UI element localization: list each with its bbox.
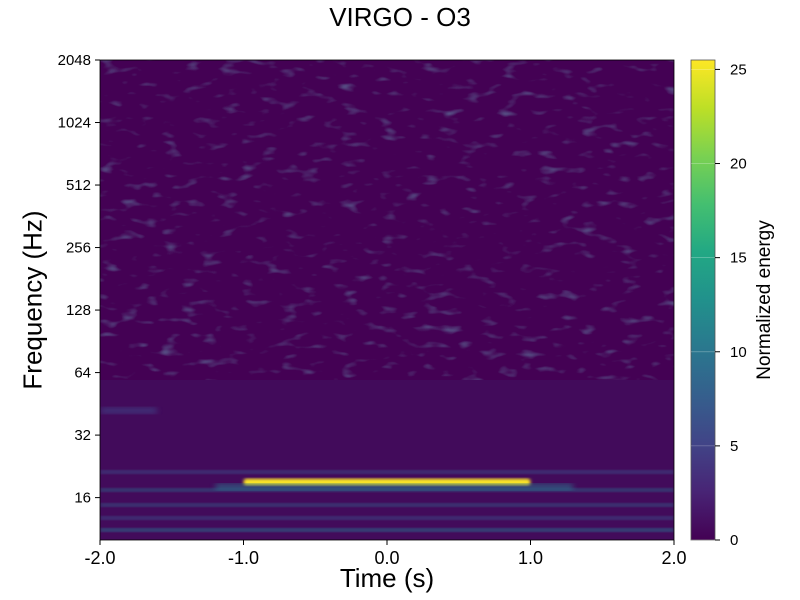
texture-band bbox=[100, 488, 674, 492]
x-tick-label: 1.0 bbox=[518, 548, 543, 568]
x-tick-label: 0.0 bbox=[374, 548, 399, 568]
texture-band bbox=[100, 503, 674, 507]
colorbar-tick-label: 0 bbox=[730, 532, 738, 549]
colorbar-gradient bbox=[690, 59, 716, 541]
spectrogram-heatmap bbox=[100, 60, 674, 540]
colorbar: 0 5 10 15 20 25 Normalized energy bbox=[690, 59, 775, 549]
signal-feature bbox=[100, 407, 158, 414]
colorbar-tick-label: 10 bbox=[730, 344, 747, 361]
y-tick-label: 1024 bbox=[58, 115, 91, 132]
x-tick-label: -1.0 bbox=[228, 548, 259, 568]
colorbar-label: Normalized energy bbox=[754, 220, 775, 380]
colorbar-tick-label: 15 bbox=[730, 250, 747, 267]
y-tick-label: 64 bbox=[74, 365, 91, 382]
y-tick-label: 256 bbox=[66, 240, 91, 257]
y-tick-label: 2048 bbox=[58, 52, 91, 69]
colorbar-tick-label: 25 bbox=[730, 61, 747, 78]
y-tick-label: 16 bbox=[74, 490, 91, 507]
texture-band bbox=[100, 528, 674, 532]
texture-band bbox=[100, 470, 674, 474]
colorbar-tick-label: 20 bbox=[730, 156, 747, 173]
x-axis: -2.0 -1.0 0.0 1.0 2.0 bbox=[84, 540, 687, 568]
x-tick-label: 2.0 bbox=[661, 548, 686, 568]
signal-feature bbox=[214, 483, 574, 490]
colorbar-tick-label: 5 bbox=[730, 438, 738, 455]
texture-band bbox=[100, 516, 674, 520]
x-axis-label: Time (s) bbox=[339, 563, 435, 593]
y-tick-label: 32 bbox=[74, 427, 91, 444]
x-tick-label: -2.0 bbox=[84, 548, 115, 568]
chart-title: VIRGO - O3 bbox=[329, 2, 471, 32]
y-axis: 16 32 64 128 256 512 1024 2048 bbox=[58, 52, 100, 507]
signal-feature bbox=[243, 478, 531, 486]
y-tick-label: 128 bbox=[66, 302, 91, 319]
y-tick-label: 512 bbox=[66, 177, 91, 194]
